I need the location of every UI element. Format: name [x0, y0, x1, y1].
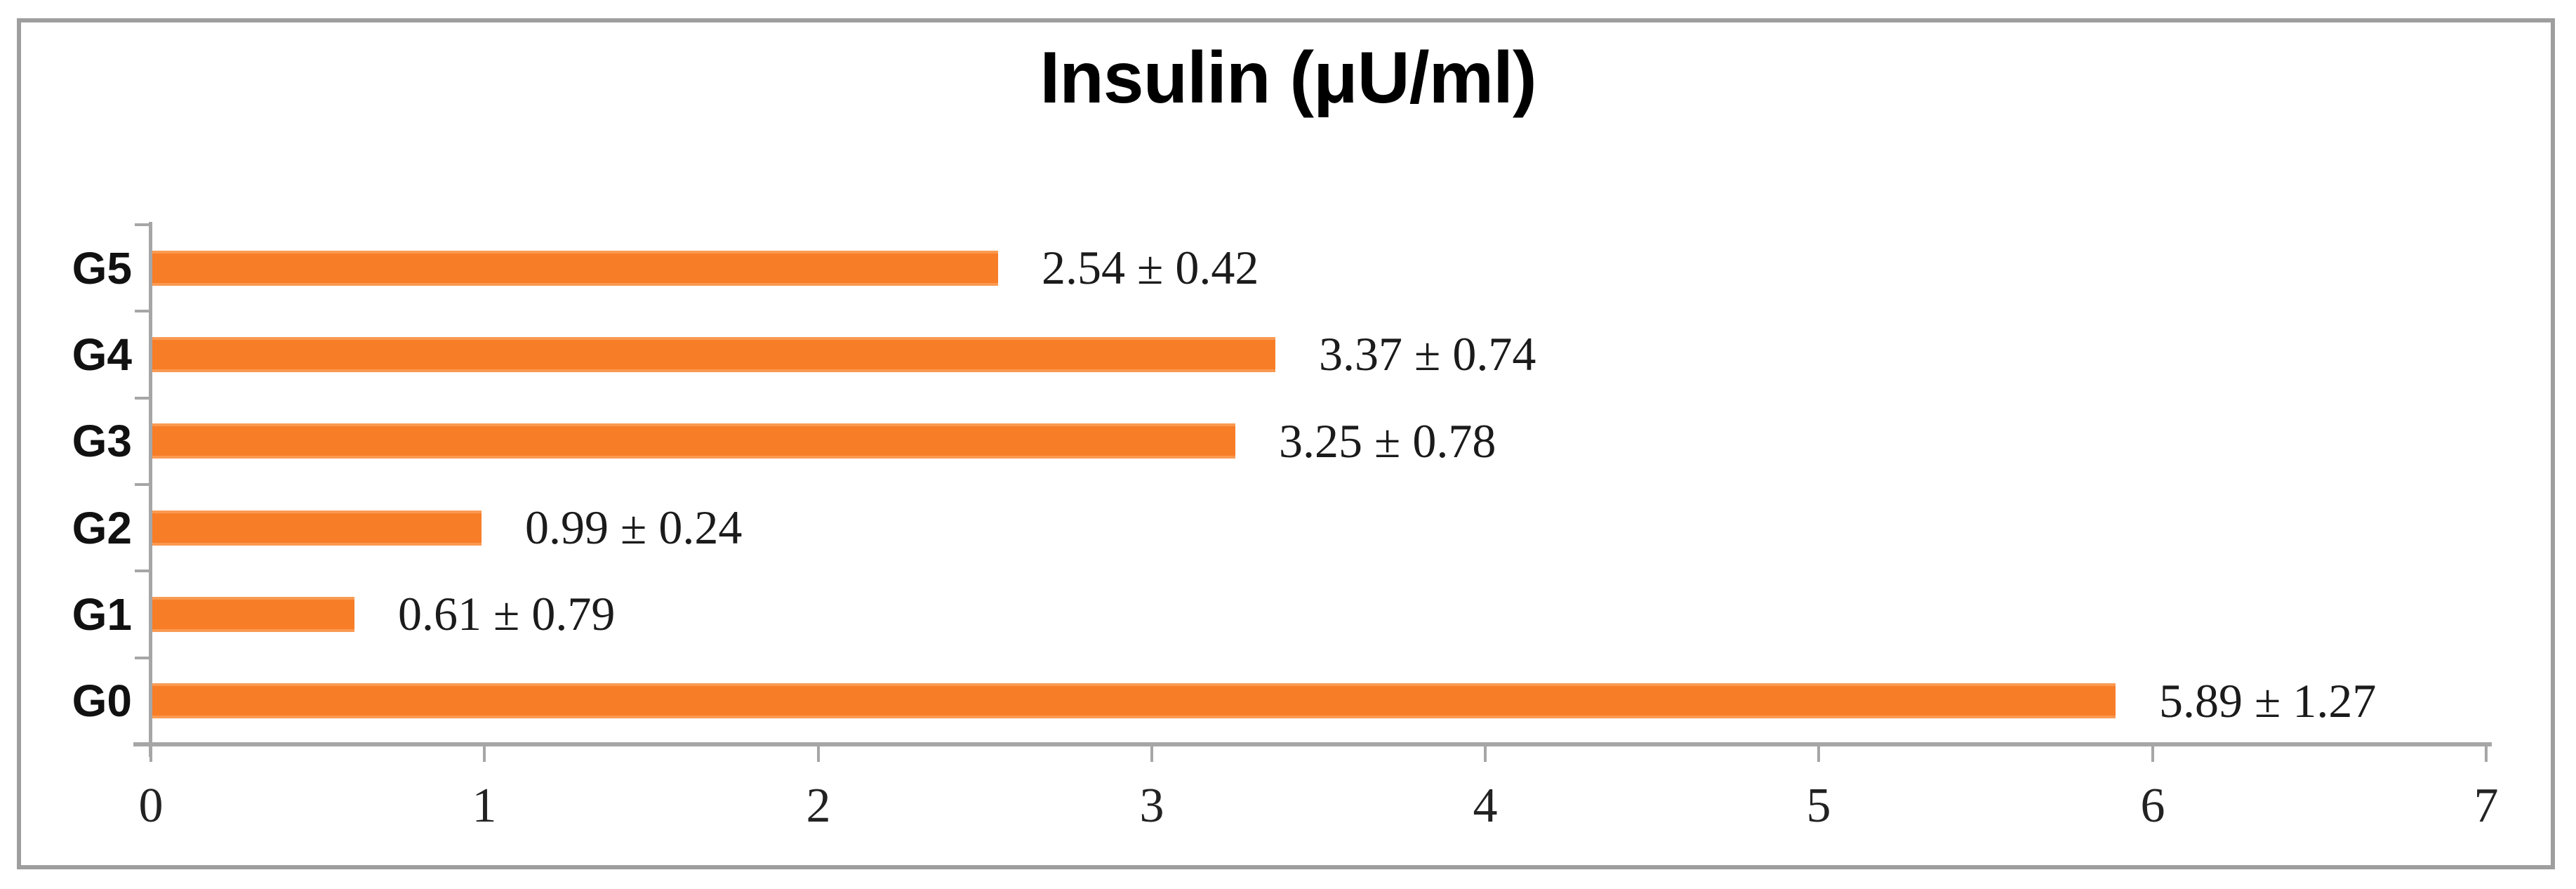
x-axis-tick-label-6: 6 — [2140, 779, 2165, 833]
category-label-g0: G0 — [72, 676, 132, 727]
category-label-g1: G1 — [72, 588, 132, 640]
x-axis-tick-label-2: 2 — [806, 779, 831, 833]
bar-g5 — [151, 250, 998, 286]
category-label-g3: G3 — [72, 416, 132, 467]
bar-row-g1: 0.61 ± 0.79 — [151, 571, 2486, 657]
bar-g0 — [151, 683, 2116, 719]
y-axis-tick — [135, 223, 151, 226]
bar-g3 — [151, 423, 1235, 459]
x-axis-tick-label-7: 7 — [2474, 779, 2499, 833]
bar-value-label-g2: 0.99 ± 0.24 — [525, 501, 743, 555]
y-axis-category-labels: G5 G4 G3 G2 G1 G0 — [28, 225, 132, 744]
y-axis-tick — [135, 310, 151, 312]
bar-row-g2: 0.99 ± 0.24 — [151, 485, 2486, 571]
x-axis-tick-label-3: 3 — [1139, 779, 1164, 833]
x-axis-tick-label-1: 1 — [472, 779, 497, 833]
x-axis-tick-4 — [1484, 746, 1487, 762]
x-axis-tick-label-5: 5 — [1806, 779, 1831, 833]
bars-area: 2.54 ± 0.42 3.37 ± 0.74 3.25 ± 0.78 0.99 ± … — [151, 225, 2486, 744]
bar-row-g4: 3.37 ± 0.74 — [151, 311, 2486, 397]
x-axis-tick-5 — [1817, 746, 1820, 762]
x-axis-line — [133, 742, 2492, 746]
bar-row-g5: 2.54 ± 0.42 — [151, 225, 2486, 311]
x-axis-tick-3 — [1150, 746, 1153, 762]
bar-value-label-g0: 5.89 ± 1.27 — [2159, 673, 2377, 727]
x-axis-tick-0 — [150, 746, 152, 762]
bar-row-g3: 3.25 ± 0.78 — [151, 398, 2486, 485]
x-axis-tick-1 — [483, 746, 486, 762]
x-axis-tick-7 — [2485, 746, 2488, 762]
y-axis-tick — [135, 657, 151, 659]
bar-g2 — [151, 510, 482, 546]
bar-g4 — [151, 336, 1275, 372]
y-axis-tick — [135, 483, 151, 486]
bar-g1 — [151, 596, 354, 632]
x-axis-tick-label-0: 0 — [138, 779, 164, 833]
y-axis-tick — [135, 569, 151, 572]
category-label-g5: G5 — [72, 242, 132, 294]
chart-title: Insulin (μU/ml) — [1040, 37, 1536, 119]
bar-value-label-g3: 3.25 ± 0.78 — [1279, 414, 1496, 468]
y-axis-tick — [135, 397, 151, 400]
x-axis-tick-6 — [2151, 746, 2154, 762]
y-axis-line — [149, 222, 152, 757]
x-axis-tick-2 — [817, 746, 820, 762]
bar-value-label-g5: 2.54 ± 0.42 — [1042, 241, 1259, 295]
x-axis-tick-label-4: 4 — [1473, 779, 1498, 833]
bar-value-label-g4: 3.37 ± 0.74 — [1319, 327, 1536, 381]
bar-row-g0: 5.89 ± 1.27 — [151, 658, 2486, 744]
category-label-g4: G4 — [72, 329, 132, 380]
category-label-g2: G2 — [72, 502, 132, 553]
bar-value-label-g1: 0.61 ± 0.79 — [398, 587, 616, 641]
